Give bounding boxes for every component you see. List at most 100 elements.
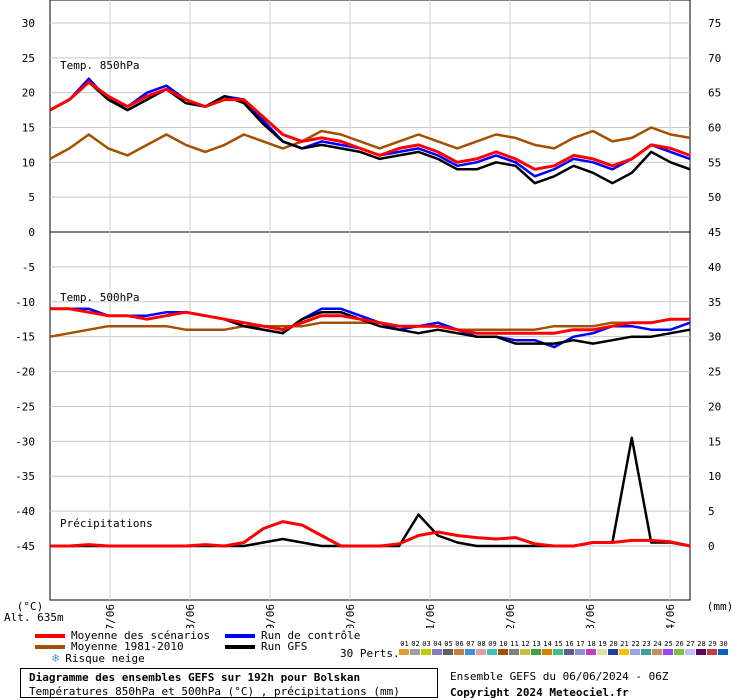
- pert-number: 09: [488, 640, 497, 648]
- pert-swatch: [707, 649, 717, 655]
- tick-label: 10: [708, 470, 721, 483]
- tick-label: 30: [708, 331, 721, 344]
- tick-label: 5: [28, 191, 35, 204]
- pert-number: 16: [565, 640, 574, 648]
- series-line-0: [49, 80, 691, 171]
- series-line-0: [49, 126, 691, 160]
- pert-number: 10: [499, 640, 508, 648]
- tick-label: 15: [22, 122, 35, 135]
- legend-mean-swatch: [35, 634, 65, 638]
- pert-swatch: [476, 649, 486, 655]
- pert-swatch: [586, 649, 596, 655]
- pert-swatch: [696, 649, 706, 655]
- tick-label: 70: [708, 52, 721, 65]
- series-line-1: [50, 307, 691, 349]
- tick-label: 35: [708, 296, 721, 309]
- tick-label: -25: [15, 400, 35, 413]
- tick-label: 25: [708, 366, 721, 379]
- pert-number: 17: [576, 640, 585, 648]
- pert-number: 20: [609, 640, 618, 648]
- pert-number: 25: [664, 640, 673, 648]
- pert-number: 22: [631, 640, 640, 648]
- pert-number: 01: [400, 640, 409, 648]
- panel-bottom-frame: [49, 231, 691, 601]
- pert-swatch: [575, 649, 585, 655]
- tick-label: 15: [708, 435, 721, 448]
- date-tick-label: 07/06: [104, 604, 117, 628]
- gefs-ensemble-chart: 051015202530505560657075-5-10-15-20-25-3…: [15, 0, 733, 628]
- pert-number: 29: [708, 640, 717, 648]
- pert-number: 11: [510, 640, 519, 648]
- perturbation-legend: 01 02 03 04 05 06 07 08 09 10 11 12 13 14 15 16 17 18 19 20…: [399, 640, 739, 658]
- pert-number: 23: [642, 640, 651, 648]
- run-info: Ensemble GEFS du 06/06/2024 - 06Z: [450, 670, 669, 683]
- pert-number: 04: [433, 640, 442, 648]
- date-tick-label: 11/06: [424, 604, 437, 628]
- pert-number: 15: [554, 640, 563, 648]
- tick-label: -35: [15, 470, 35, 483]
- tick-label: -20: [15, 366, 35, 379]
- legend-gfs: Run GFS: [225, 641, 307, 653]
- chart-title: Diagramme des ensembles GEFS sur 192h po…: [29, 671, 361, 684]
- legend-climatology: Moyenne 1981-2010: [35, 641, 184, 653]
- panel-title-500: Temp. 500hPa: [60, 291, 139, 304]
- tick-label: -10: [15, 296, 35, 309]
- panel-title-precip: Précipitations: [60, 517, 153, 530]
- pert-swatch: [487, 649, 497, 655]
- pert-number: 12: [521, 640, 530, 648]
- tick-label: 30: [22, 17, 35, 30]
- pert-swatch: [399, 649, 409, 655]
- pert-number: 27: [686, 640, 695, 648]
- pert-swatch: [685, 649, 695, 655]
- tick-label: 40: [708, 261, 721, 274]
- legend-climatology-label: Moyenne 1981-2010: [71, 640, 184, 653]
- date-tick-label: 09/06: [264, 604, 277, 628]
- legend-control-swatch: [225, 634, 255, 638]
- series-line-1: [50, 307, 690, 335]
- legend-control: Run de contrôle: [225, 630, 360, 642]
- pert-swatch: [674, 649, 684, 655]
- tick-label: -30: [15, 435, 35, 448]
- pert-swatch: [410, 649, 420, 655]
- pert-number: 14: [543, 640, 552, 648]
- tick-label: 55: [708, 156, 721, 169]
- pert-number: 05: [444, 640, 453, 648]
- pert-swatch: [520, 649, 530, 655]
- pert-number: 28: [697, 640, 706, 648]
- legend-gfs-label: Run GFS: [261, 640, 308, 653]
- legend-climatology-swatch: [35, 645, 65, 649]
- pert-swatch: [553, 649, 563, 655]
- pert-swatch: [421, 649, 431, 655]
- legend-snow-label: Risque neige: [65, 652, 145, 665]
- series-line-0: [49, 80, 691, 185]
- tick-label: 0: [28, 226, 35, 239]
- altitude-label: Alt. 635m: [4, 611, 64, 624]
- pert-number: 26: [675, 640, 684, 648]
- pert-swatch: [619, 649, 629, 655]
- tick-label: 50: [708, 191, 721, 204]
- chart-subtitle: Températures 850hPa et 500hPa (°C) , pré…: [29, 685, 400, 698]
- pert-number: 02: [411, 640, 420, 648]
- pert-swatch: [432, 649, 442, 655]
- tick-label: 45: [708, 226, 721, 239]
- snowflake-icon: ❄: [52, 651, 60, 665]
- panel-title-850: Temp. 850hPa: [60, 59, 139, 72]
- tick-label: -15: [15, 331, 35, 344]
- tick-label: 0: [708, 540, 715, 553]
- date-tick-label: 10/06: [344, 604, 357, 628]
- date-tick-label: 08/06: [184, 604, 197, 628]
- tick-label: 25: [22, 52, 35, 65]
- tick-label: 20: [708, 400, 721, 413]
- date-tick-label: 13/06: [584, 604, 597, 628]
- tick-label: 65: [708, 87, 721, 100]
- pert-swatch: [509, 649, 519, 655]
- tick-label: -40: [15, 505, 35, 518]
- pert-number: 07: [466, 640, 475, 648]
- legend-snow: ❄ Risque neige: [52, 651, 145, 665]
- pert-number: 18: [587, 640, 596, 648]
- series-line-2: [50, 520, 691, 548]
- legend-mean-label: Moyenne des scénarios: [71, 629, 211, 642]
- pert-swatch: [718, 649, 728, 655]
- legend-control-label: Run de contrôle: [261, 629, 361, 642]
- pert-swatch: [542, 649, 552, 655]
